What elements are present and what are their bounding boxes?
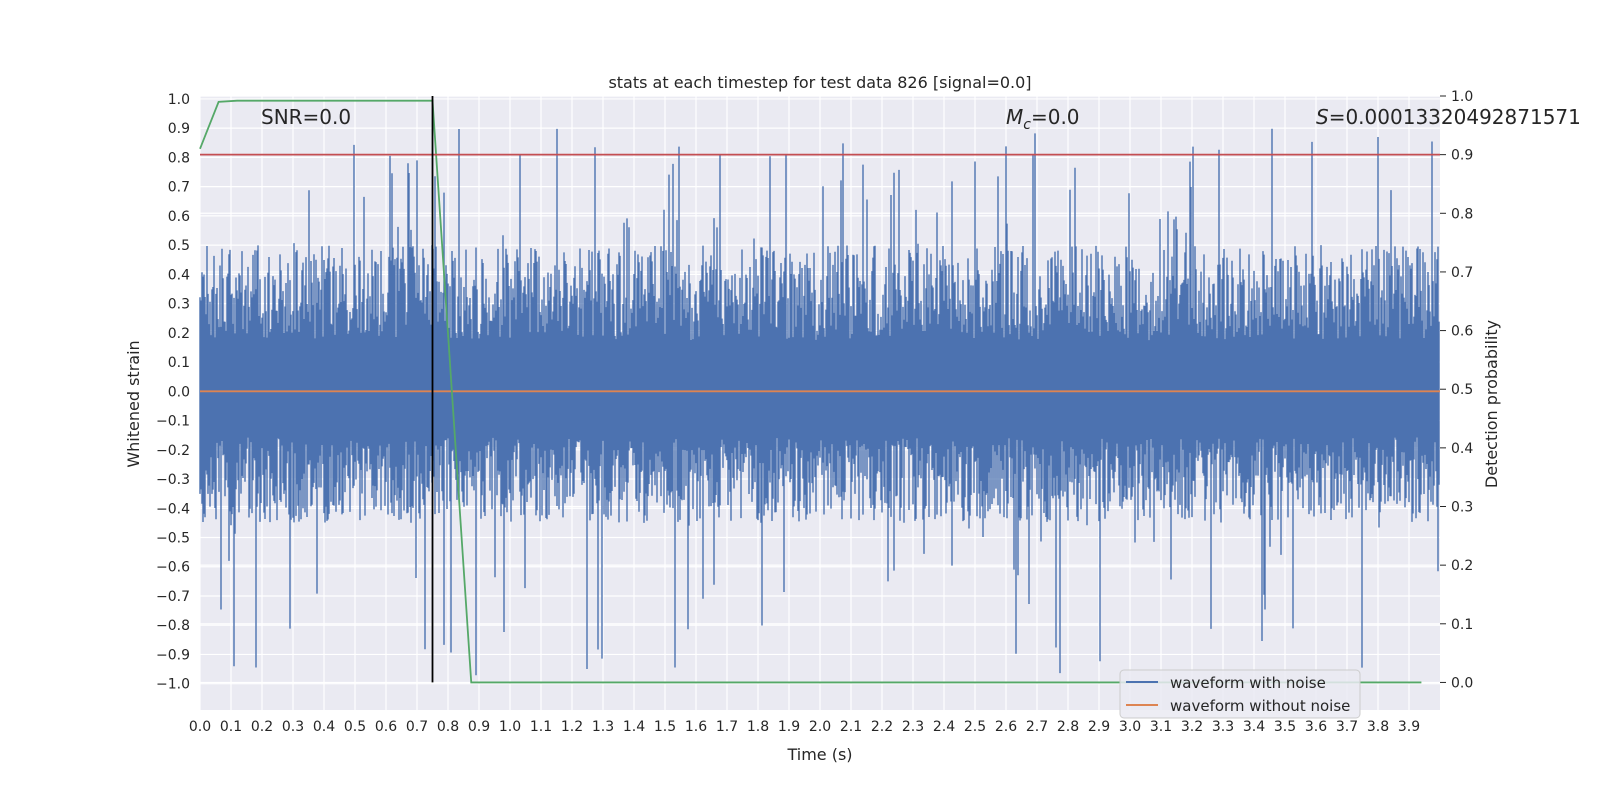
y-tick-label: 0.2 — [168, 326, 190, 342]
y-tick-label: −0.4 — [156, 501, 190, 517]
s-symbol: S — [1316, 105, 1329, 129]
x-tick-label: 1.4 — [623, 719, 645, 735]
legend-label-noise: waveform with noise — [1170, 674, 1326, 692]
y-tick-label: −0.2 — [156, 443, 190, 459]
y-tick-label: −0.3 — [156, 472, 190, 488]
x-tick-label: 0.0 — [189, 719, 211, 735]
y2-tick-label: 0.5 — [1451, 382, 1473, 398]
mc-symbol: M — [1006, 105, 1023, 129]
overlay-lines — [199, 96, 1440, 684]
x-tick-label: 1.6 — [685, 719, 707, 735]
y2-tick-label: 0.1 — [1451, 617, 1473, 633]
y-tick-label: 0.5 — [168, 238, 190, 254]
x-tick-label: 3.4 — [1243, 719, 1265, 735]
mc-subscript: c — [1023, 117, 1031, 133]
x-tick-label: 0.1 — [220, 719, 242, 735]
y-tick-label: 0.9 — [168, 121, 190, 137]
y-tick-label: 0.8 — [168, 150, 190, 166]
y-tick-label: −0.5 — [156, 530, 190, 546]
y-tick-label: −0.1 — [156, 414, 190, 430]
y-tick-label: −0.9 — [156, 647, 190, 663]
x-tick-label: 1.3 — [592, 719, 614, 735]
y2-tick-label: 0.7 — [1451, 265, 1473, 281]
y2-tick-label: 0.0 — [1451, 675, 1473, 691]
x-tick-label: 1.5 — [654, 719, 676, 735]
x-tick-label: 2.7 — [1026, 719, 1048, 735]
snr-annotation: SNR=0.0 — [261, 105, 351, 129]
y2-tick-label: 0.6 — [1451, 324, 1473, 340]
s-value: =0.00013320492871571 — [1329, 105, 1581, 129]
chart-title: stats at each timestep for test data 826… — [608, 73, 1031, 92]
x-tick-label: 1.2 — [561, 719, 583, 735]
x-tick-label: 1.8 — [747, 719, 769, 735]
x-tick-label: 1.7 — [716, 719, 738, 735]
y-tick-label: 0.3 — [168, 297, 190, 313]
legend-label-clean: waveform without noise — [1170, 697, 1350, 715]
y-axis-label: Whitened strain — [124, 340, 143, 467]
y2-tick-label: 1.0 — [1451, 89, 1473, 105]
x-tick-label: 2.6 — [995, 719, 1017, 735]
x-tick-label: 3.9 — [1398, 719, 1420, 735]
x-tick-label: 0.7 — [406, 719, 428, 735]
y2-tick-label: 0.8 — [1451, 206, 1473, 222]
x-tick-label: 3.3 — [1212, 719, 1234, 735]
x-tick-label: 3.8 — [1367, 719, 1389, 735]
x-tick-label: 0.2 — [251, 719, 273, 735]
x-tick-label: 3.7 — [1336, 719, 1358, 735]
x-tick-label: 2.2 — [871, 719, 893, 735]
y-tick-label: −0.8 — [156, 618, 190, 634]
x-tick-label: 2.3 — [902, 719, 924, 735]
s-annotation: S=0.00013320492871571 — [1316, 105, 1581, 129]
x-tick-label: 0.4 — [313, 719, 335, 735]
x-axis-label: Time (s) — [786, 745, 852, 764]
y2-tick-label: 0.2 — [1451, 558, 1473, 574]
x-tick-label: 3.6 — [1305, 719, 1327, 735]
y-tick-label: 0.1 — [168, 355, 190, 371]
mc-annotation: Mc=0.0 — [1006, 105, 1080, 133]
y2-tick-label: 0.4 — [1451, 441, 1473, 457]
y-tick-label: 0.7 — [168, 180, 190, 196]
x-tick-label: 1.0 — [499, 719, 521, 735]
x-tick-label: 0.5 — [344, 719, 366, 735]
x-tick-label: 2.4 — [933, 719, 955, 735]
y-tick-label: 1.0 — [168, 92, 190, 108]
x-tick-label: 2.5 — [964, 719, 986, 735]
x-tick-label: 0.8 — [437, 719, 459, 735]
y-tick-label: −0.6 — [156, 560, 190, 576]
x-tick-label: 3.5 — [1274, 719, 1296, 735]
x-tick-label: 0.9 — [468, 719, 490, 735]
x-tick-label: 3.2 — [1181, 719, 1203, 735]
waveform-with-noise — [199, 128, 1440, 676]
legend-box — [1119, 669, 1361, 719]
y-tick-label: −1.0 — [156, 677, 190, 693]
y2-tick-label: 0.3 — [1451, 500, 1473, 516]
x-tick-label: 1.9 — [778, 719, 800, 735]
x-tick-label: 3.0 — [1119, 719, 1141, 735]
mc-value: =0.0 — [1031, 105, 1080, 129]
x-tick-label: 2.9 — [1088, 719, 1110, 735]
x-tick-label: 2.1 — [840, 719, 862, 735]
x-tick-label: 3.1 — [1150, 719, 1172, 735]
legend: waveform with noise waveform without noi… — [1119, 669, 1361, 719]
x-tick-label: 1.1 — [530, 719, 552, 735]
y2-tick-label: 0.9 — [1451, 148, 1473, 164]
axis-ticks: 0.0 0.1 0.2 0.3 0.4 0.5 0.6 0.7 0.8 0.9 1.0 1.1 1.2 1… — [156, 89, 1473, 735]
y-tick-label: 0.6 — [168, 209, 190, 225]
y2-axis-label: Detection probability — [1482, 320, 1501, 488]
y-tick-label: 0.4 — [168, 267, 190, 283]
x-tick-label: 2.8 — [1057, 719, 1079, 735]
y-tick-label: −0.7 — [156, 589, 190, 605]
x-tick-label: 0.6 — [375, 719, 397, 735]
x-tick-label: 0.3 — [282, 719, 304, 735]
y-tick-label: 0.0 — [168, 384, 190, 400]
x-tick-label: 2.0 — [809, 719, 831, 735]
